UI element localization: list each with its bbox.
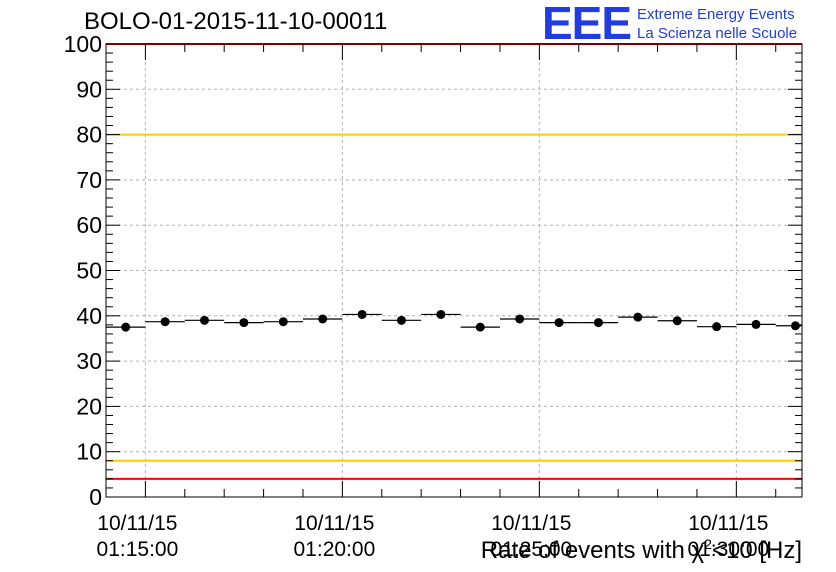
y-tick-label: 50 <box>76 258 102 284</box>
y-tick-label: 40 <box>76 303 102 329</box>
y-tick-label: 0 <box>89 484 102 510</box>
x-tick-time-label: 01:30:00 <box>687 538 769 561</box>
x-axis-title: Rate of events with χ2<10 [Hz] <box>481 536 802 565</box>
data-point <box>357 309 367 319</box>
data-point <box>199 315 209 325</box>
data-point <box>672 316 682 326</box>
data-point <box>396 315 406 325</box>
data-point <box>790 321 800 331</box>
eee-logo: EEE Extreme Energy Events La Scienza nel… <box>540 0 832 49</box>
y-tick-label: 60 <box>76 212 102 238</box>
y-tick-label: 70 <box>76 167 102 193</box>
data-point <box>436 309 446 319</box>
y-tick-label: 10 <box>76 439 102 465</box>
y-tick-label: 30 <box>76 348 102 374</box>
data-point <box>593 318 603 328</box>
eee-logo-mark: EEE <box>542 0 632 49</box>
x-axis-title-suffix: <10 [Hz] <box>711 537 802 564</box>
chart-title: BOLO-01-2015-11-10-00011 <box>84 8 388 35</box>
x-tick-date-label: 10/11/15 <box>688 512 768 535</box>
data-point <box>318 314 328 324</box>
data-point <box>239 318 249 328</box>
data-point <box>160 317 170 327</box>
data-point <box>278 317 288 327</box>
logo-line-1: Extreme Energy Events <box>637 6 795 23</box>
x-axis-title-sup: 2 <box>704 536 712 552</box>
data-point <box>633 312 643 322</box>
x-tick-time-label: 01:15:00 <box>97 538 179 561</box>
y-tick-label: 80 <box>76 122 102 148</box>
data-point <box>515 314 525 324</box>
data-point <box>121 322 131 332</box>
y-tick-label: 20 <box>76 393 102 419</box>
x-tick-time-label: 01:20:00 <box>294 538 376 561</box>
data-point <box>712 322 722 332</box>
x-tick-time-label: 01:25:00 <box>490 538 572 561</box>
data-point <box>475 322 485 332</box>
y-tick-label: 90 <box>76 76 102 102</box>
data-point <box>751 319 761 329</box>
y-tick-label: 100 <box>64 31 102 57</box>
x-axis-title-prefix: Rate of events with χ <box>480 537 705 564</box>
x-tick-date-label: 10/11/15 <box>491 512 571 535</box>
data-point <box>554 318 564 328</box>
x-tick-date-label: 10/11/15 <box>294 512 374 535</box>
x-tick-date-label: 10/11/15 <box>97 512 177 535</box>
logo-line-2: La Scienza nelle Scuole <box>637 25 798 42</box>
